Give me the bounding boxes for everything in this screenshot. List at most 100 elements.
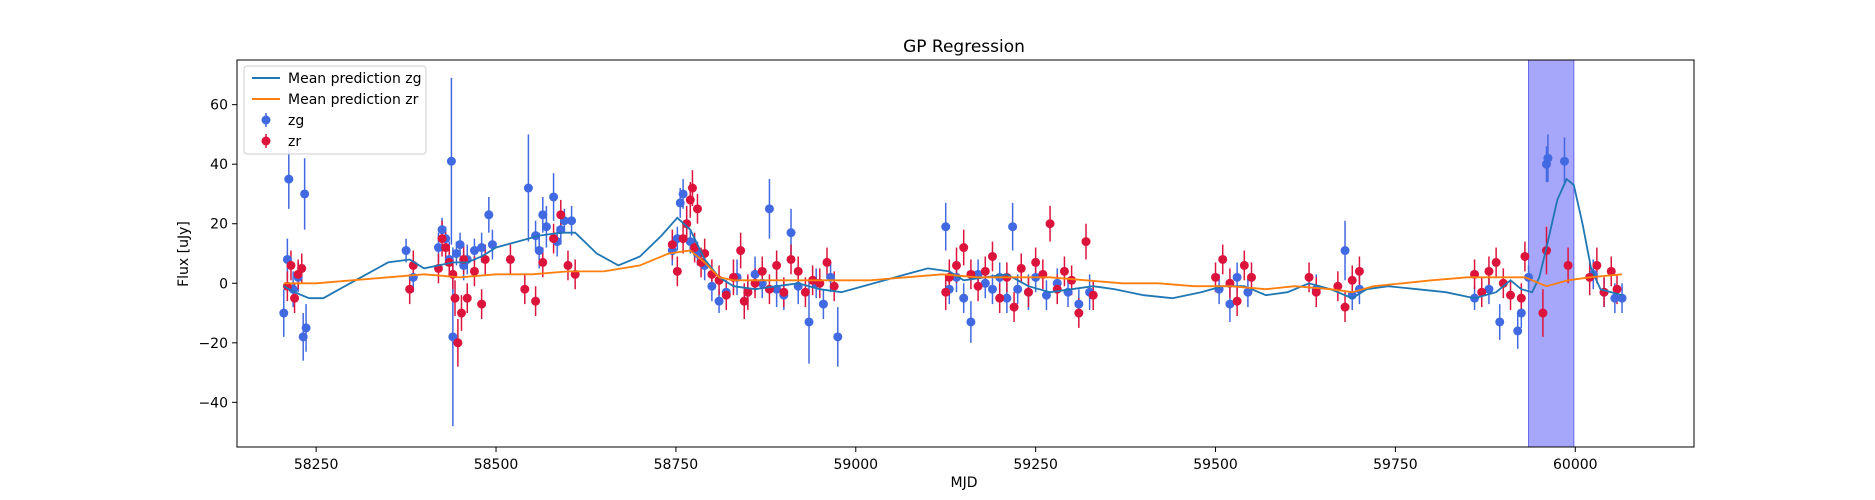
zg-data-point — [1225, 299, 1235, 309]
zr-data-point — [822, 257, 832, 267]
zr-data-point — [779, 287, 789, 297]
zg-data-point — [567, 216, 577, 226]
zr-data-point — [1218, 254, 1228, 264]
zg-data-point — [437, 225, 447, 235]
zr-data-point — [987, 251, 997, 261]
zg-data-point — [446, 156, 456, 166]
zr-data-point — [1612, 284, 1622, 294]
zg-data-point — [764, 204, 774, 214]
zr-data-point — [286, 260, 296, 270]
legend-box — [243, 65, 427, 155]
zr-data-point — [405, 284, 415, 294]
zr-data-point — [793, 266, 803, 276]
zr-data-point — [462, 293, 472, 303]
zg-data-point — [451, 249, 461, 258]
zg-data-point — [750, 269, 760, 279]
zr-data-point — [1520, 251, 1530, 261]
zr-data-point — [678, 234, 688, 244]
zr-data-point — [1477, 287, 1487, 297]
zr-data-point — [1081, 237, 1091, 247]
zg-data-point — [959, 293, 969, 303]
x-tick-label: 60000 — [1553, 457, 1598, 473]
zg-data-point — [1232, 272, 1242, 282]
zr-data-point — [721, 290, 731, 300]
y-tick-label: 20 — [210, 217, 228, 233]
zr-data-point — [505, 254, 515, 264]
zr-data-point — [1045, 219, 1055, 229]
legend-swatch-zg-point — [261, 115, 271, 125]
zr-data-point — [456, 308, 466, 318]
mean-prediction-zr-line — [283, 249, 1623, 294]
zr-data-point — [1009, 302, 1019, 312]
plot-area — [279, 59, 1627, 448]
zg-data-point — [833, 332, 843, 342]
zr-data-point — [441, 243, 451, 253]
legend-label-zr-line: Mean prediction zr — [288, 92, 419, 108]
zr-data-point — [941, 287, 951, 297]
zg-data-point — [1543, 153, 1553, 163]
zr-data-point — [757, 266, 767, 276]
zr-data-point — [1340, 302, 1350, 312]
zr-data-point — [1023, 287, 1033, 297]
zr-data-point — [1516, 293, 1526, 303]
y-tick-label: 40 — [210, 157, 228, 173]
zr-data-point — [1232, 296, 1242, 306]
zg-data-point — [786, 228, 796, 238]
zg-data-point — [941, 222, 951, 232]
zr-data-point — [995, 293, 1005, 303]
zr-data-point — [829, 281, 839, 291]
zr-data-point — [1247, 272, 1257, 282]
x-axis-label: MJD — [951, 475, 978, 491]
zr-data-point — [1538, 308, 1548, 318]
zr-data-point — [1491, 257, 1501, 267]
zg-data-point — [300, 189, 310, 199]
zr-data-point — [685, 195, 695, 205]
zr-data-point — [687, 183, 697, 193]
zg-data-point — [433, 243, 443, 253]
zr-data-point — [520, 284, 530, 294]
zg-data-point — [1008, 222, 1018, 232]
zr-data-point — [1563, 260, 1573, 270]
zr-data-point — [1239, 260, 1249, 270]
zr-data-point — [772, 260, 782, 270]
zg-data-point — [980, 278, 990, 288]
zg-data-point — [298, 332, 308, 342]
y-tick-label: 0 — [219, 276, 228, 292]
zr-data-point — [739, 296, 749, 306]
zg-data-point — [678, 189, 688, 199]
zr-data-point — [1333, 281, 1343, 291]
x-tick-label: 58250 — [294, 457, 339, 473]
zr-data-point — [1347, 275, 1357, 285]
zg-data-point — [1041, 290, 1051, 300]
zr-data-point — [549, 234, 559, 244]
zg-data-point — [1340, 246, 1350, 256]
y-tick-label: −20 — [198, 336, 228, 352]
zg-data-point — [487, 240, 497, 250]
zg-data-point — [1484, 284, 1494, 294]
zg-data-point — [1074, 299, 1084, 309]
zr-data-point — [682, 219, 692, 229]
zg-data-point — [675, 198, 685, 208]
zg-data-point — [301, 323, 311, 333]
zr-data-point — [672, 266, 682, 276]
zr-data-point — [469, 266, 479, 276]
zr-data-point — [1304, 272, 1314, 282]
y-axis-label: Flux [uJy] — [176, 221, 192, 287]
zg-data-point — [549, 192, 559, 202]
zr-data-point — [297, 263, 307, 273]
zr-data-point — [556, 210, 566, 220]
zg-data-point — [284, 174, 294, 184]
zr-data-point — [290, 293, 300, 303]
zr-data-point — [1031, 257, 1041, 267]
highlight-region — [1528, 59, 1575, 448]
zg-data-point — [1516, 308, 1526, 318]
zr-data-point — [1354, 266, 1364, 276]
zg-data-point — [987, 284, 997, 294]
y-tick-label: 60 — [210, 98, 228, 114]
zg-data-point — [401, 246, 411, 256]
zr-data-point — [973, 281, 983, 291]
zg-data-point — [1002, 293, 1012, 303]
zg-data-point — [1610, 293, 1620, 303]
zg-data-point — [1495, 317, 1505, 327]
